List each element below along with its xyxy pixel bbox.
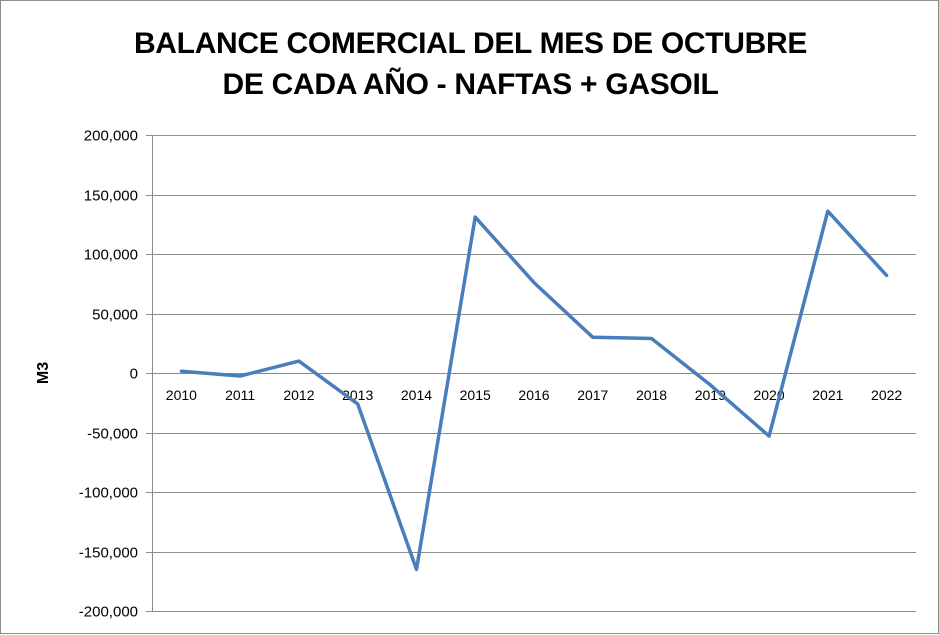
- axes: [146, 135, 153, 612]
- x-tick-label: 2022: [871, 387, 902, 403]
- y-axis-title: M3: [35, 362, 52, 384]
- x-tick-label: 2012: [283, 387, 314, 403]
- series-line: [179, 209, 889, 572]
- y-tick-label: -100,000: [79, 485, 138, 502]
- x-tick-label: 2017: [577, 387, 608, 403]
- chart-title: BALANCE COMERCIAL DEL MES DE OCTUBRE DE …: [1, 23, 939, 105]
- x-tick-labels: 2010 2011 2012 2013 2014 2015 2016 2017 2018 2019…: [166, 387, 903, 403]
- y-tick-label: 50,000: [92, 307, 138, 324]
- y-tick-label: 0: [130, 366, 138, 383]
- gridlines: [152, 135, 916, 612]
- x-tick-label: 2018: [636, 387, 667, 403]
- y-tick-label: -150,000: [79, 545, 138, 562]
- y-tick-labels: 200,000 150,000 100,000 50,000 0 -50,000 -100,…: [79, 128, 138, 621]
- series: [179, 209, 889, 572]
- chart-title-line-2: DE CADA AÑO - NAFTAS + GASOIL: [222, 68, 719, 101]
- y-tick-label: 200,000: [84, 128, 138, 145]
- x-tick-label: 2016: [518, 387, 549, 403]
- y-tick-label: 100,000: [84, 247, 138, 264]
- x-tick-label: 2011: [225, 387, 255, 403]
- y-tick-label: -50,000: [87, 426, 138, 443]
- x-tick-label: 2015: [460, 387, 491, 403]
- x-tick-label: 2021: [812, 387, 843, 403]
- chart-title-line-1: BALANCE COMERCIAL DEL MES DE OCTUBRE: [133, 27, 808, 60]
- y-tick-label: 150,000: [84, 188, 138, 205]
- y-tick-label: -200,000: [79, 604, 138, 621]
- x-tick-label: 2010: [166, 387, 197, 403]
- x-tick-label: 2014: [401, 387, 432, 403]
